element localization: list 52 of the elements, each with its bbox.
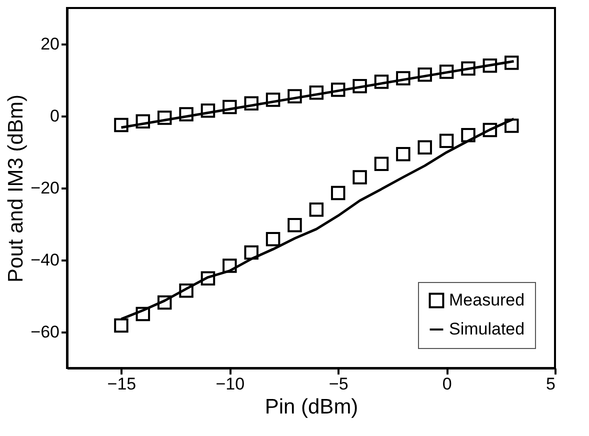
point — [114, 318, 128, 333]
x-tick-label: −15 — [107, 374, 136, 394]
y-tick-label: −60 — [30, 322, 60, 342]
x-tick-label: −10 — [216, 374, 245, 394]
point — [288, 218, 302, 232]
x-tick-label: 5 — [546, 374, 556, 394]
point — [504, 56, 519, 70]
point — [374, 74, 389, 89]
point — [504, 118, 519, 133]
x-tick-label: −5 — [328, 374, 348, 394]
point — [374, 156, 389, 172]
point — [418, 67, 432, 82]
point — [266, 92, 280, 107]
point — [396, 147, 410, 162]
point — [266, 232, 280, 246]
point — [157, 295, 172, 310]
point — [461, 61, 476, 76]
point — [352, 170, 367, 184]
point — [330, 186, 346, 200]
point — [418, 140, 432, 154]
point — [136, 114, 150, 129]
y-axis-title: Pout and IM3 (dBm) — [4, 94, 28, 282]
point — [352, 78, 367, 94]
point — [396, 71, 410, 86]
point — [136, 306, 150, 322]
point — [244, 245, 258, 260]
point — [439, 134, 454, 148]
point — [157, 110, 172, 125]
y-tick-label: −20 — [30, 178, 60, 198]
point — [200, 271, 216, 286]
y-tick-label: 0 — [50, 106, 60, 126]
x-axis-title: Pin (dBm) — [264, 396, 358, 418]
point — [461, 128, 476, 142]
point — [200, 103, 216, 118]
y-tick-label: −40 — [30, 250, 60, 270]
point — [439, 64, 454, 79]
point — [114, 118, 128, 132]
legend-label: Simulated — [449, 320, 525, 338]
point — [179, 283, 194, 298]
point — [482, 58, 498, 73]
point — [288, 89, 302, 104]
point — [309, 202, 324, 217]
point — [179, 107, 194, 122]
y-tick-label: 20 — [40, 34, 60, 54]
point — [330, 82, 346, 97]
legend-label: Measured — [449, 290, 525, 310]
point — [309, 85, 324, 100]
point — [244, 96, 258, 111]
point — [222, 258, 237, 273]
point — [222, 100, 237, 114]
point — [482, 122, 498, 138]
x-tick-label: 0 — [442, 374, 452, 394]
